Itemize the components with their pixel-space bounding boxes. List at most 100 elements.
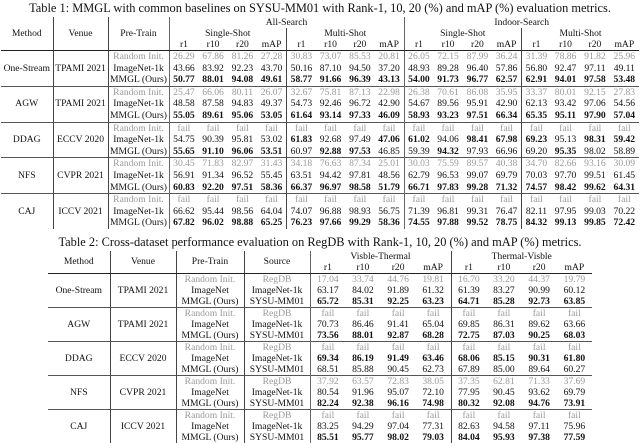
metric-value: 97.51 [231,181,254,193]
metric-value: 82.63 [458,420,480,432]
metric-value: 97.88 [437,217,459,229]
pretrain: Random Init. [108,121,170,135]
metric-value: 55.45 [257,169,288,182]
metric-value: 76.63 [315,157,346,170]
method-name: NFS [48,374,111,410]
table-row: ImageNet-1k 48.58 87.58 94.83 49.37 54.73 92.4… [1,98,639,110]
metric-value: 26.07 [257,85,288,99]
metric-value: 83.25 [317,420,339,432]
table-row: ImageNet-1k 66.62 95.44 98.56 64.04 74.07 96.8… [1,205,639,218]
metric-value: 80.54 [317,386,339,398]
metric-value: 85.15 [493,352,515,364]
metric-value: 97.83 [437,181,459,193]
header-metric: r20 [345,39,375,51]
metric-value: 35.95 [492,85,523,99]
metric-value: 75.59 [433,157,463,170]
metric-value: 43.70 [257,62,288,75]
table-row: Method Venue Pre-Train All-Search Indoor-Sea… [1,17,639,51]
header-metric: mAP [415,261,452,274]
pretrain: MMGL (Ours) [108,74,170,87]
metric-value: 99.07 [466,169,489,181]
pretrain: ImageNet-1k [108,134,170,146]
metric-value: 87.99 [466,51,489,62]
metric-value: 66.37 [290,181,313,193]
metric-value: 79.03 [415,431,452,443]
metric-value: 62.91 [525,74,548,86]
metric-value: 61.32 [415,284,452,296]
metric-value: 51.79 [374,181,405,194]
metric-value: fail [433,121,463,135]
metric-value: 96.52 [231,169,254,181]
metric-value: 43.13 [374,74,405,87]
metric-value: 90.39 [202,134,224,146]
metric-value: fail [227,193,258,206]
metric-value: 74.07 [290,205,313,217]
metric-value: 53.51 [257,145,288,158]
metric-value: 87.03 [493,329,515,341]
header-group: Indoor-Search [494,17,550,28]
metric-value: 56.80 [525,62,548,74]
metric-value: 97.33 [349,109,371,121]
table-row: MMGL (Ours) 55.65 91.10 96.06 53.51 60.97 92.8… [1,145,639,158]
metric-value: fail [580,193,610,206]
metric-value: 54.67 [408,98,430,110]
metric-value: 30.03 [404,157,434,170]
venue: ICCV 2021 [110,408,177,443]
header-pretrain: Pre-Train [108,17,170,51]
metric-value: 94.08 [231,74,254,86]
metric-value: 89.61 [202,109,224,121]
table2-caption: Table 2: Cross-dataset performance evalu… [58,234,582,249]
pretrain: ImageNet-1k [108,98,170,110]
metric-value: 22.98 [374,85,405,99]
table-row: Single-Shot Multi-Shot Single-Shot Multi-Sh… [1,28,639,39]
table-row: One-Stream TPAMI 2021 Random Init. RegDB 17.… [48,273,592,308]
metric-value: fail [462,121,493,135]
table-row: NFS CVPR 2021 Random Init. 30.45 71.83 82.97 3… [1,157,639,194]
metric-value: 67.89 [458,363,480,375]
metric-value: fail [556,340,592,353]
metric-value: 60.12 [563,284,586,296]
metric-value: 54.75 [173,134,195,146]
metric-value: 96.39 [349,74,371,86]
pretrain: Random Init. [108,157,170,170]
venue: CVPR 2021 [53,157,109,194]
header-group: Thermal-Visble [491,250,552,262]
table-row: ImageNet-1k 54.75 90.39 95.81 53.02 61.83 92.6… [1,134,639,146]
method-name: DDAG [1,121,54,158]
header-venue: Venue [110,250,177,274]
metric-value: 77.95 [458,386,480,398]
metric-value: 96.02 [202,217,224,229]
metric-value: 97.04 [387,420,409,432]
metric-value: fail [415,408,452,421]
metric-value: fail [415,340,452,353]
metric-value: fail [374,121,405,135]
metric-value: fail [310,340,346,353]
metric-value: 99.31 [466,205,489,217]
metric-value: fail [486,340,522,353]
header-method: Method [1,17,54,51]
table-row: Method Venue Pre-Train Source Visble-Thermal… [48,250,592,274]
metric-value: 99.03 [584,205,606,217]
source: RegDB [244,306,311,319]
metric-value: 68.51 [317,363,339,375]
metric-value: fail [227,121,258,135]
metric-value: 63.23 [415,295,452,308]
metric-value: 26.38 [404,85,434,99]
header-metric: r20 [521,261,557,274]
metric-value: 99.29 [349,217,371,229]
method-name: DDAG [48,340,111,376]
metric-value: 93.62 [528,386,550,398]
metric-value: 57.86 [492,62,523,75]
metric-value: 68.06 [458,352,480,364]
metric-value: fail [451,340,487,353]
source: ImageNet-1k [244,284,311,296]
header-subgroup: Multi-Shot [559,28,602,39]
metric-value: 65.72 [317,295,339,307]
metric-value: fail [404,121,434,135]
source: ImageNet-1k [244,352,311,364]
metric-value: 47.06 [374,134,405,146]
metric-value: 91.66 [319,74,342,86]
metric-value: 82.97 [227,157,258,170]
header-metric: r20 [462,39,493,51]
metric-value: 63.66 [563,318,586,330]
